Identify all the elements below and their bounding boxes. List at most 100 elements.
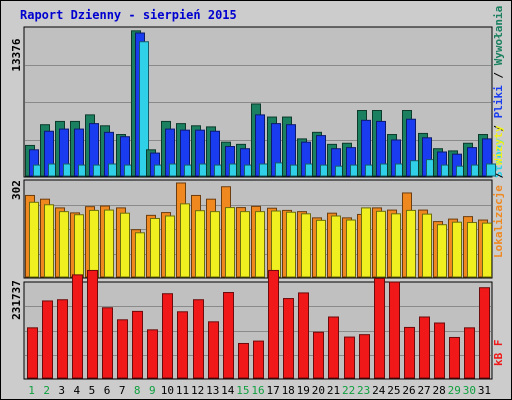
- day-label-12: 12: [191, 384, 204, 397]
- day-label-4: 4: [74, 384, 81, 397]
- kbf-bar-kb-f-day-14: [223, 292, 234, 379]
- visits-bar-wizyty-day-26: [406, 209, 416, 278]
- kbf-bar-kb-f-day-20: [313, 331, 324, 379]
- day-label-9: 9: [149, 384, 156, 397]
- visits-bar-wizyty-day-31: [482, 222, 492, 278]
- kbf-bar-kb-f-day-21: [328, 316, 339, 379]
- visits-max-label: 302: [10, 180, 23, 200]
- visits-bar-wizyty-day-13: [210, 211, 220, 278]
- visits-bar-wizyty-day-3: [59, 211, 69, 278]
- hits-max-label: 13376: [10, 38, 23, 71]
- kbf-legend: kB F: [492, 340, 505, 367]
- day-label-11: 11: [176, 384, 189, 397]
- day-label-15: 15: [236, 384, 249, 397]
- visits-bar-wizyty-day-18: [286, 211, 296, 278]
- visits-bar-wizyty-day-14: [225, 207, 235, 278]
- kbf-bar-kb-f-day-8: [132, 310, 143, 379]
- kbf-bar-kb-f-day-1: [27, 327, 38, 379]
- visits-bar-wizyty-day-19: [301, 213, 311, 278]
- kbf-bar-kb-f-day-23: [359, 334, 370, 379]
- visits-bar-wizyty-day-6: [104, 209, 114, 278]
- visits-bar-wizyty-day-9: [150, 217, 160, 278]
- hits-bar-strony-day-31: [486, 163, 496, 177]
- visits-bar-wizyty-day-1: [29, 201, 39, 278]
- kbf-bar-kb-f-day-19: [298, 292, 309, 379]
- day-label-30: 30: [463, 384, 476, 397]
- kbf-bar-kb-f-day-13: [208, 321, 219, 379]
- day-label-23: 23: [357, 384, 370, 397]
- kbf-bar-kb-f-day-11: [177, 311, 188, 379]
- day-label-21: 21: [327, 384, 340, 397]
- kbf-bar-kb-f-day-27: [419, 316, 430, 379]
- kbf-bar-kb-f-day-22: [344, 336, 355, 379]
- visits-bar-wizyty-day-21: [331, 215, 341, 278]
- day-labels: 1 2 3 4 5 6 7 8 9 10 11 12 13 14 15 16 17 18 19 20 21 22 23 24 2…: [28, 384, 491, 397]
- visits-bar-wizyty-day-7: [120, 212, 130, 278]
- visits-bar-wizyty-day-22: [346, 219, 356, 278]
- day-label-24: 24: [372, 384, 386, 397]
- kbf-bar-kb-f-day-16: [253, 340, 264, 379]
- kbf-bar-kb-f-day-15: [238, 342, 249, 379]
- hits-bar-strony-day-8: [139, 41, 149, 177]
- kbf-bar-kb-f-day-28: [434, 322, 445, 379]
- kbf-bar-kb-f-day-26: [404, 326, 415, 379]
- legend-lokalizacje: Lokalizacje: [492, 185, 505, 258]
- visits-bar-wizyty-day-25: [391, 213, 401, 278]
- panel-visits: [23, 179, 493, 279]
- day-label-3: 3: [58, 384, 65, 397]
- visits-bar-wizyty-day-28: [437, 224, 447, 278]
- kbf-bar-kb-f-day-10: [162, 293, 173, 379]
- day-label-5: 5: [89, 384, 96, 397]
- day-label-18: 18: [282, 384, 295, 397]
- kbf-bar-kb-f-day-3: [57, 299, 68, 379]
- visits-bar-wizyty-day-2: [44, 204, 54, 278]
- visits-legend: Lokalizacje / Wizyty: [492, 125, 505, 258]
- max-labels: 13376 302 231737: [10, 38, 23, 320]
- visits-bar-wizyty-day-8: [135, 232, 145, 278]
- kbf-bar-kb-f-day-7: [117, 319, 128, 379]
- legend-wizyty: Wizyty: [492, 125, 505, 165]
- kbf-bar-kb-f-day-5: [87, 269, 98, 379]
- kbf-bar-kb-f-day-25: [389, 281, 400, 379]
- kbf-bar-kb-f-day-30: [464, 327, 475, 379]
- legend-wywolania: Wywołania: [492, 6, 505, 66]
- chart-title: Raport Dzienny - sierpień 2015: [20, 8, 237, 22]
- visits-bar-wizyty-day-12: [195, 210, 205, 278]
- visits-bar-wizyty-day-30: [467, 222, 477, 278]
- kbf-bar-kb-f-day-29: [449, 336, 460, 379]
- day-label-7: 7: [119, 384, 126, 397]
- visits-bar-wizyty-day-24: [376, 210, 386, 278]
- panel-hits: [23, 26, 496, 178]
- panels: [23, 26, 496, 380]
- kbf-bar-kb-f-day-31: [479, 287, 490, 379]
- kbf-bar-kb-f-day-17: [268, 269, 279, 379]
- day-label-10: 10: [161, 384, 174, 397]
- day-label-20: 20: [312, 384, 325, 397]
- day-label-6: 6: [104, 384, 111, 397]
- day-label-14: 14: [221, 384, 235, 397]
- kbf-bar-kb-f-day-2: [42, 300, 53, 379]
- panel-kbf: [23, 269, 493, 380]
- day-label-27: 27: [417, 384, 430, 397]
- day-label-25: 25: [387, 384, 400, 397]
- visits-bar-wizyty-day-17: [271, 210, 281, 278]
- visits-bar-wizyty-day-15: [240, 211, 250, 278]
- visits-bar-wizyty-day-29: [452, 221, 462, 278]
- day-label-8: 8: [134, 384, 141, 397]
- visits-bar-wizyty-day-4: [74, 214, 84, 278]
- kbf-bar-kb-f-day-18: [283, 298, 294, 379]
- day-label-13: 13: [206, 384, 219, 397]
- kbf-max-label: 231737: [10, 280, 23, 320]
- day-label-19: 19: [297, 384, 310, 397]
- kbf-bar-kb-f-day-9: [147, 329, 158, 379]
- day-label-17: 17: [266, 384, 279, 397]
- kbf-bar-kb-f-day-24: [374, 277, 385, 379]
- visits-bar-wizyty-day-16: [255, 211, 265, 278]
- visits-bar-wizyty-day-11: [180, 203, 190, 278]
- visits-bar-wizyty-day-20: [316, 219, 326, 278]
- kbf-bar-kb-f-day-4: [72, 274, 83, 379]
- visits-bar-wizyty-day-10: [165, 215, 175, 278]
- visits-bar-wizyty-day-27: [422, 213, 432, 278]
- visits-bar-wizyty-day-5: [89, 209, 99, 278]
